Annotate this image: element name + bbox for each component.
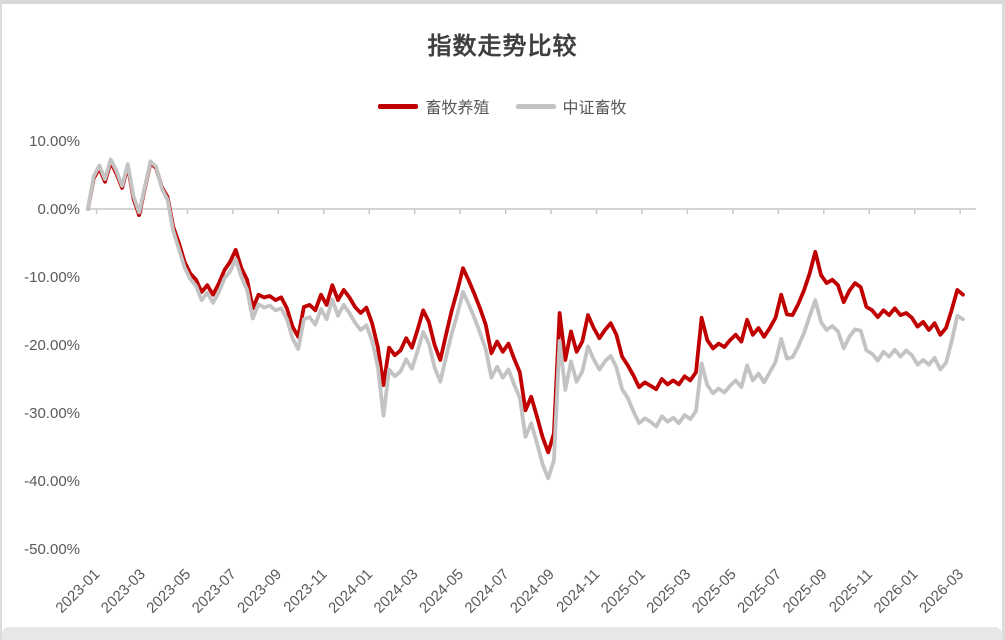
series-line-csi-livestock — [86, 157, 965, 481]
x-axis-tick-label: 2023-07 — [189, 566, 240, 617]
legend-label-series-1: 畜牧养殖 — [425, 100, 490, 117]
legend-swatch-gray-line — [515, 103, 556, 109]
x-axis-tick-label: 2025-03 — [643, 566, 694, 617]
x-axis-tick-label: 2023-01 — [52, 566, 103, 617]
y-axis-tick-label: 0.00% — [37, 201, 80, 218]
x-axis-tick-label: 2025-07 — [734, 566, 785, 617]
x-axis-tick-label: 2024-03 — [371, 566, 422, 617]
series-line-livestock-breeding — [86, 160, 965, 455]
legend-swatch-red-line — [378, 103, 419, 109]
y-axis-tick-label: 10.00% — [29, 133, 80, 150]
legend-label-series-2: 中证畜牧 — [562, 100, 627, 117]
legend-item-series-1[interactable]: 畜牧养殖 — [378, 94, 490, 118]
chart-legend: 畜牧养殖 中证畜牧 — [0, 94, 1005, 118]
x-axis-tick-label: 2024-09 — [507, 566, 558, 617]
legend-item-series-2[interactable]: 中证畜牧 — [515, 94, 627, 118]
x-axis-tick-label: 2023-09 — [234, 566, 285, 617]
y-axis-tick-label: -10.00% — [24, 269, 80, 286]
x-axis-tick-label: 2025-09 — [780, 566, 831, 617]
chart-title: 指数走势比较 — [427, 33, 578, 60]
window-bottom-bar — [2, 627, 1002, 640]
x-axis-tick-label: 2025-01 — [598, 566, 649, 617]
y-axis-tick-label: -30.00% — [24, 405, 80, 422]
x-axis-tick-label: 2024-07 — [461, 566, 512, 617]
x-axis-tick-label: 2024-11 — [553, 566, 603, 616]
x-axis-tick-label: 2026-03 — [916, 566, 967, 617]
x-axis-tick-label: 2025-05 — [689, 566, 740, 617]
x-axis-tick-label: 2023-05 — [143, 566, 194, 617]
x-axis-tick-label: 2024-05 — [416, 566, 467, 617]
y-axis-tick-label: -50.00% — [24, 541, 80, 558]
window-left-edge — [0, 0, 2, 640]
x-axis-tick-label: 2023-11 — [280, 566, 330, 616]
window-top-edge — [0, 0, 1005, 4]
y-axis-tick-label: -40.00% — [24, 473, 80, 490]
x-axis-tick-label: 2026-01 — [871, 566, 922, 617]
x-axis-tick-label: 2023-03 — [98, 566, 149, 617]
y-axis-tick-label: -20.00% — [24, 337, 80, 354]
x-axis-tick-label: 2025-11 — [826, 566, 876, 616]
x-axis-tick-label: 2024-01 — [325, 566, 376, 617]
window-right-edge — [1002, 0, 1005, 640]
